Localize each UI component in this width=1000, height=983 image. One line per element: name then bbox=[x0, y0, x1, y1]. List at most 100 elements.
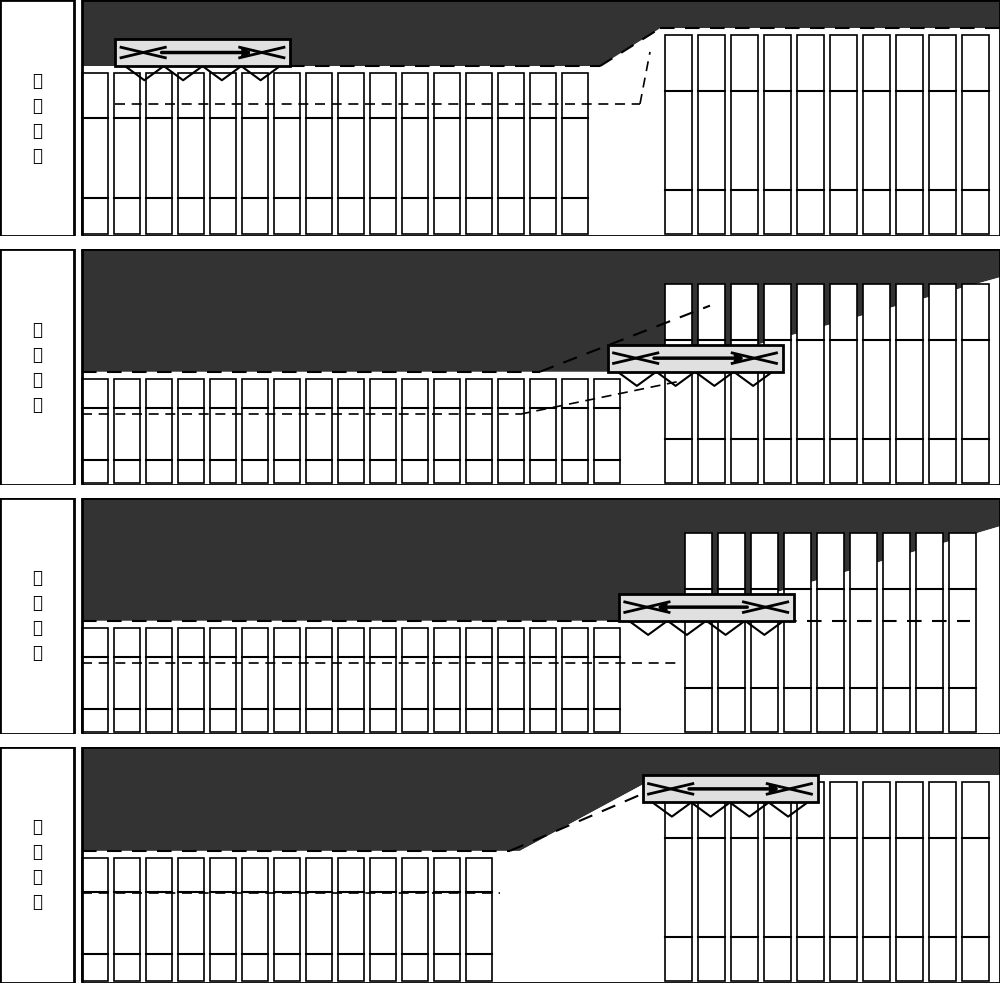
Bar bbox=[402, 378, 428, 483]
Bar bbox=[665, 35, 692, 234]
Bar bbox=[434, 378, 460, 483]
Bar bbox=[82, 628, 108, 731]
Bar bbox=[466, 858, 492, 981]
Bar bbox=[274, 378, 300, 483]
Bar bbox=[82, 858, 108, 981]
Bar bbox=[764, 284, 791, 483]
Bar bbox=[146, 378, 172, 483]
Bar bbox=[665, 782, 692, 981]
Bar bbox=[698, 284, 725, 483]
Bar bbox=[306, 858, 332, 981]
Bar bbox=[0, 498, 74, 734]
Bar bbox=[698, 782, 725, 981]
Bar bbox=[115, 39, 290, 66]
Bar bbox=[863, 782, 890, 981]
Bar bbox=[306, 628, 332, 731]
Bar bbox=[338, 858, 364, 981]
Bar bbox=[0, 747, 74, 983]
Bar bbox=[210, 628, 236, 731]
Bar bbox=[370, 628, 396, 731]
Bar bbox=[402, 73, 428, 234]
Polygon shape bbox=[82, 249, 1000, 372]
Bar bbox=[764, 35, 791, 234]
Bar bbox=[863, 35, 890, 234]
Bar bbox=[146, 628, 172, 731]
Bar bbox=[434, 73, 460, 234]
Bar bbox=[660, 776, 1000, 983]
Bar bbox=[665, 284, 692, 483]
Bar bbox=[306, 73, 332, 234]
Text: 斜
切
进
刀: 斜 切 进 刀 bbox=[32, 320, 42, 414]
Bar bbox=[178, 73, 204, 234]
Bar bbox=[466, 628, 492, 731]
Polygon shape bbox=[520, 776, 660, 851]
Bar bbox=[146, 73, 172, 234]
Bar bbox=[274, 628, 300, 731]
Bar bbox=[82, 851, 520, 983]
Bar bbox=[764, 782, 791, 981]
Bar bbox=[498, 378, 524, 483]
Bar bbox=[850, 534, 877, 731]
Bar bbox=[863, 284, 890, 483]
Bar bbox=[929, 782, 956, 981]
Bar bbox=[530, 628, 556, 731]
Bar bbox=[594, 378, 620, 483]
Bar bbox=[306, 378, 332, 483]
Bar bbox=[434, 858, 460, 981]
Text: 正
常
截
割: 正 常 截 割 bbox=[32, 819, 42, 911]
Bar bbox=[562, 628, 588, 731]
Bar bbox=[82, 620, 1000, 734]
Bar bbox=[916, 534, 943, 731]
Bar bbox=[751, 534, 778, 731]
Bar bbox=[797, 35, 824, 234]
Bar bbox=[962, 782, 989, 981]
Polygon shape bbox=[82, 747, 1000, 851]
Bar bbox=[82, 73, 108, 234]
Bar bbox=[643, 776, 818, 802]
Bar bbox=[830, 35, 857, 234]
Bar bbox=[830, 284, 857, 483]
Bar bbox=[466, 73, 492, 234]
Bar bbox=[929, 35, 956, 234]
Bar bbox=[784, 534, 811, 731]
Bar bbox=[731, 35, 758, 234]
Bar bbox=[178, 378, 204, 483]
Bar bbox=[896, 782, 923, 981]
Bar bbox=[731, 782, 758, 981]
Bar bbox=[242, 73, 268, 234]
Bar bbox=[402, 628, 428, 731]
Bar bbox=[797, 284, 824, 483]
Bar bbox=[830, 782, 857, 981]
Polygon shape bbox=[82, 0, 1000, 66]
Bar bbox=[594, 628, 620, 731]
Bar bbox=[562, 378, 588, 483]
Bar bbox=[817, 534, 844, 731]
Bar bbox=[562, 73, 588, 234]
Bar bbox=[883, 534, 910, 731]
Bar bbox=[370, 73, 396, 234]
Bar bbox=[929, 284, 956, 483]
Bar bbox=[466, 378, 492, 483]
Bar bbox=[402, 858, 428, 981]
Bar bbox=[370, 858, 396, 981]
Bar bbox=[114, 378, 140, 483]
Bar bbox=[178, 858, 204, 981]
Bar bbox=[498, 628, 524, 731]
Bar bbox=[949, 534, 976, 731]
Bar bbox=[338, 628, 364, 731]
Bar bbox=[274, 73, 300, 234]
Bar bbox=[338, 73, 364, 234]
Bar bbox=[962, 284, 989, 483]
Bar bbox=[210, 858, 236, 981]
Bar bbox=[114, 628, 140, 731]
Bar bbox=[82, 66, 600, 236]
Bar bbox=[178, 628, 204, 731]
Bar bbox=[660, 29, 1000, 236]
Bar bbox=[114, 858, 140, 981]
Bar bbox=[242, 628, 268, 731]
Bar bbox=[530, 378, 556, 483]
Polygon shape bbox=[660, 277, 1000, 372]
Bar bbox=[338, 378, 364, 483]
Bar bbox=[731, 284, 758, 483]
Bar bbox=[242, 378, 268, 483]
